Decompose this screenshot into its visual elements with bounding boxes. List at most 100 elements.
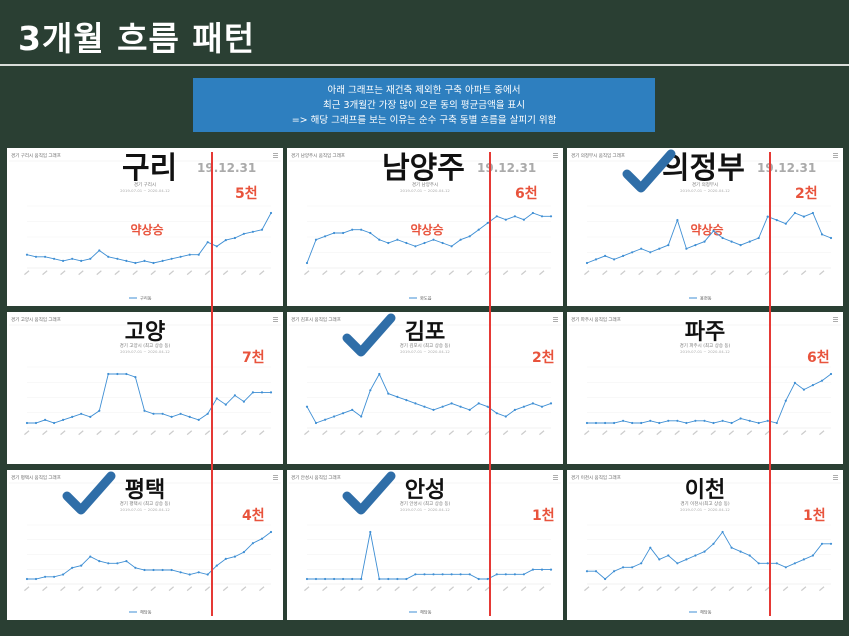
data-point (820, 379, 824, 382)
x-tick-label (60, 586, 66, 592)
data-point (811, 554, 814, 557)
data-point (188, 415, 191, 418)
data-point (766, 215, 769, 218)
trend-note: 약상승 (690, 222, 723, 237)
data-point (179, 255, 182, 258)
series-line (587, 373, 832, 424)
data-point (305, 577, 309, 581)
series-line (306, 212, 551, 264)
data-point (206, 573, 209, 576)
series-line (27, 373, 271, 424)
data-point (351, 408, 354, 411)
data-point (604, 577, 607, 581)
slide-title: 3개월 흐름 패턴 (18, 19, 256, 58)
menu-icon[interactable] (833, 317, 838, 322)
data-point (820, 542, 824, 545)
x-tick-label (24, 270, 30, 276)
chart-date-range: 2019-07-01 ~ 2020-04-12 (680, 188, 730, 193)
x-tick-label (132, 430, 138, 436)
data-point (604, 421, 607, 425)
chart-window-title: 경기 평택시 움직임 그래프 (11, 474, 61, 481)
menu-icon[interactable] (273, 317, 278, 322)
x-tick-label (240, 270, 247, 276)
data-point (107, 562, 110, 565)
trend-note: 약상승 (130, 222, 163, 237)
data-point (585, 421, 589, 425)
x-tick-label (114, 270, 120, 276)
menu-icon[interactable] (553, 317, 558, 322)
x-tick-label (394, 586, 400, 592)
x-tick-label (376, 586, 382, 592)
data-point (775, 421, 778, 425)
data-point (360, 228, 363, 231)
data-point (179, 412, 182, 415)
x-tick-label (674, 430, 680, 436)
menu-icon[interactable] (833, 153, 838, 158)
data-point (53, 421, 56, 425)
x-tick-label (800, 586, 807, 592)
x-tick-label (42, 270, 48, 276)
x-tick-label (186, 586, 193, 592)
info-line-3: => 해당 그래프를 보는 이유는 순수 구축 동별 흐름을 살피기 위함 (291, 115, 557, 126)
data-point (432, 238, 435, 241)
series-line (307, 531, 551, 580)
x-tick-label (710, 430, 716, 436)
chart-panel-anseong: 경기 안성시 움직임 그래프 안성 경기 안성시 (최고 상승 동) 2019-07-… (287, 470, 563, 620)
data-point (477, 577, 480, 581)
data-point (748, 554, 751, 557)
data-point (549, 215, 553, 218)
data-point (423, 241, 426, 245)
chart-window-title: 경기 남양주시 움직임 그래프 (291, 152, 345, 159)
data-point (98, 409, 101, 412)
data-point (396, 395, 399, 398)
data-point (640, 247, 643, 250)
data-point (314, 238, 318, 241)
menu-icon[interactable] (833, 475, 838, 480)
x-tick-label (764, 586, 771, 592)
data-point (811, 211, 814, 215)
data-point (170, 257, 173, 260)
x-tick-label (168, 586, 175, 592)
data-point (206, 412, 209, 415)
data-point (324, 235, 327, 238)
menu-icon[interactable] (553, 153, 558, 158)
menu-icon[interactable] (273, 475, 278, 480)
data-point (260, 537, 264, 540)
price-change-label: 7천 (242, 350, 265, 366)
data-point (71, 257, 74, 260)
x-tick-label (358, 586, 364, 592)
data-point (712, 421, 715, 425)
x-tick-label (466, 586, 473, 592)
data-point (622, 419, 625, 422)
menu-icon[interactable] (553, 475, 558, 480)
data-point (134, 376, 137, 379)
data-point (125, 560, 128, 563)
x-tick-label (746, 586, 753, 592)
x-tick-label (412, 586, 418, 592)
data-point (143, 409, 146, 412)
data-point (676, 562, 679, 565)
data-point (468, 235, 471, 238)
data-point (314, 421, 318, 425)
data-point (333, 231, 336, 235)
data-point (531, 402, 534, 405)
price-change-label: 6천 (515, 186, 538, 202)
x-tick-label (800, 270, 807, 276)
city-name: 평택 (125, 478, 165, 503)
x-tick-label (620, 430, 626, 436)
data-point (739, 244, 742, 247)
data-point (378, 238, 381, 241)
data-point (423, 405, 426, 408)
data-point (703, 550, 706, 553)
date-marker-line-3 (769, 152, 771, 616)
x-tick-label (60, 270, 66, 276)
chart-date-range: 2019-07-01 ~ 2020-04-12 (400, 349, 450, 354)
city-name: 파주 (685, 320, 725, 345)
x-tick-label (656, 430, 662, 436)
chart-panel-uijeongbu: 경기 의정부시 움직임 그래프 의정부 경기 의정부시 2019-07-01 ~ 20… (567, 148, 843, 306)
data-point (215, 564, 218, 567)
menu-icon[interactable] (273, 153, 278, 158)
legend-label: 용현동 (700, 295, 712, 301)
data-point (712, 542, 715, 545)
